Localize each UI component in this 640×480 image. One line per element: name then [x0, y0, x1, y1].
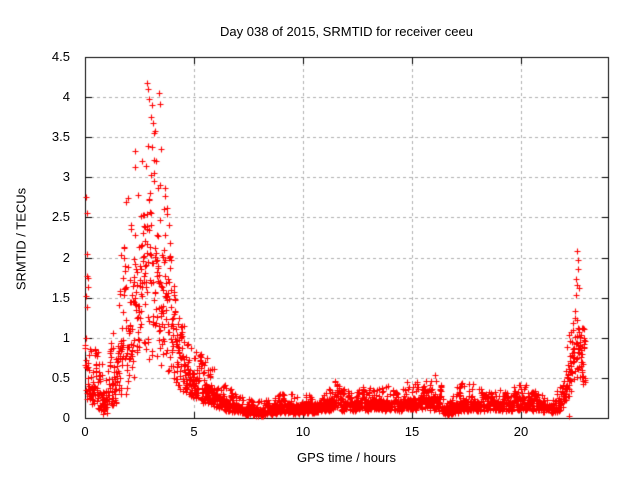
- y-tick-label: 0: [62, 410, 70, 425]
- y-tick-label: 0.5: [51, 370, 70, 385]
- y-tick-label: 3.5: [51, 129, 70, 144]
- x-axis-label: GPS time / hours: [297, 450, 396, 465]
- x-tick-label: 20: [513, 424, 529, 439]
- y-tick-label: 1: [62, 330, 70, 345]
- x-tick-label: 5: [190, 424, 198, 439]
- y-tick-label: 1.5: [51, 290, 70, 305]
- x-tick-label: 10: [295, 424, 311, 439]
- y-tick-label: 4.5: [51, 49, 70, 64]
- x-tick-label: 0: [81, 424, 89, 439]
- y-tick-label: 2: [62, 250, 70, 265]
- chart-title: Day 038 of 2015, SRMTID for receiver cee…: [220, 24, 473, 39]
- y-tick-label: 3: [62, 169, 70, 184]
- y-axis-label: SRMTID / TECUs: [13, 187, 29, 291]
- x-tick-label: 15: [404, 424, 420, 439]
- y-tick-label: 4: [62, 89, 70, 104]
- y-tick-label: 2.5: [51, 209, 70, 224]
